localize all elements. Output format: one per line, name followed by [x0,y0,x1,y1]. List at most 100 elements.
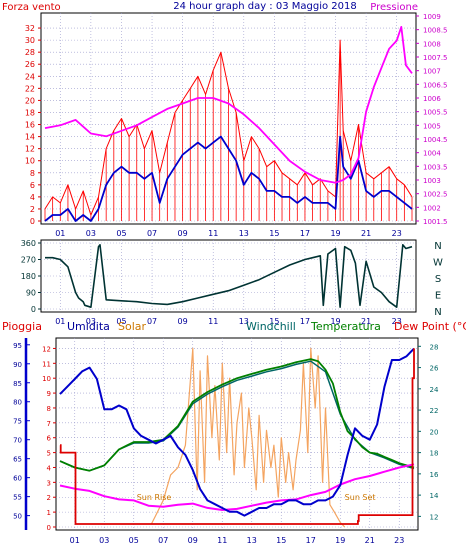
p3-temp-ticklabel-26: 26 [430,365,439,373]
p2-xtick-15: 15 [269,317,279,326]
p1-right-ticklabel-1002.5: 1002.5 [423,191,448,199]
p3-hum-ticklabel-55: 55 [13,494,22,502]
p3-rain-ticklabel-10: 10 [42,375,51,383]
p2-xtick-13: 13 [239,317,249,326]
p3-rain-ticklabel-2: 2 [47,494,51,502]
panel-humidity-temperature: 0123456789101112505560657075808590951214… [13,337,439,545]
p3-hum-ticklabel-75: 75 [13,418,22,426]
p1-xtick-23: 23 [392,229,402,238]
p1-xtick-17: 17 [300,229,310,238]
p1-left-ticklabel-10: 10 [25,157,35,166]
p3-rain-ticklabel-1: 1 [47,509,51,517]
p3-hum-ticklabel-95: 95 [13,342,22,350]
p1-right-ticklabel-1008.5: 1008.5 [423,27,448,35]
p1-left-ticklabel-20: 20 [25,96,35,105]
p2-compass-4: N [434,307,441,318]
p2-xtick-01: 01 [55,317,65,326]
series-pressure [44,25,413,184]
p1-xtick-01: 01 [55,229,65,238]
p3-label-3: Windchill [246,320,296,333]
p3-rain-ticklabel-5: 5 [47,450,51,458]
p1-right-ticklabel-1005: 1005 [423,122,441,130]
p3-rain-ticklabel-11: 11 [42,360,51,368]
p1-left-ticklabel-26: 26 [25,60,35,69]
p3-hum-ticklabel-90: 90 [13,361,22,369]
p1-left-ticklabel-4: 4 [30,193,35,202]
p3-rain-ticklabel-9: 9 [47,390,51,398]
annotation-sunrise: Sun Rise [137,493,172,502]
p3-hum-ticklabel-70: 70 [13,437,22,445]
p2-left-ticklabel-180: 180 [21,272,36,281]
series-wind [44,39,413,216]
p1-right-ticklabel-1004.5: 1004.5 [423,136,448,144]
p2-left-ticklabel-0: 0 [31,305,36,314]
p3-rain-ticklabel-4: 4 [47,464,52,472]
p3-rain-ticklabel-7: 7 [47,420,51,428]
p1-left-ticklabel-2: 2 [30,205,35,214]
p3-hum-ticklabel-60: 60 [13,475,22,483]
p1-right-ticklabel-1004: 1004 [423,150,441,158]
p3-xtick-15: 15 [276,536,286,545]
p1-right-ticklabel-1007.5: 1007.5 [423,54,448,62]
series-temperature [59,358,415,472]
p1-xtick-05: 05 [116,229,126,238]
p1-xtick-09: 09 [178,229,188,238]
panel-bottom-labels: Pioggia Umidita Solar Windchill Temperatura D… [2,320,466,333]
annotation-sunset: Sun Set [345,493,376,502]
p3-label-4: Temperatura [310,320,381,333]
p3-xtick-03: 03 [99,536,109,545]
p1-left-ticklabel-18: 18 [25,108,35,117]
p1-xtick-21: 21 [361,229,371,238]
p3-temp-ticklabel-14: 14 [430,492,439,500]
p1-left-ticklabel-6: 6 [30,181,35,190]
p1-left-ticklabel-14: 14 [25,133,35,142]
p2-compass-3: E [435,291,441,302]
p1-right-ticklabel-1006: 1006 [423,95,441,103]
p1-left-ticklabel-24: 24 [25,72,35,81]
p3-rain-ticklabel-8: 8 [47,405,51,413]
series-direction [45,244,413,309]
series-humidity [59,347,415,517]
p3-label-1: Umidita [67,320,110,333]
p3-rain-ticklabel-6: 6 [47,435,52,443]
panel-wind-pressure: 024681012141618202224262830321001.510021… [25,12,448,238]
p2-xtick-05: 05 [116,317,126,326]
series-wind-avg [44,135,413,222]
p1-left-ticklabel-12: 12 [25,145,35,154]
p1-right-ticklabel-1002: 1002 [423,204,441,212]
p3-temp-ticklabel-24: 24 [430,386,439,394]
p3-label-2: Solar [118,320,147,333]
p3-xtick-21: 21 [365,536,375,545]
p3-xtick-05: 05 [129,536,139,545]
p1-xtick-11: 11 [208,229,218,238]
p1-left-ticklabel-32: 32 [25,24,35,33]
p1-xtick-03: 03 [86,229,96,238]
p3-xtick-23: 23 [394,536,404,545]
p3-rain-ticklabel-0: 0 [47,524,51,532]
p2-xtick-09: 09 [178,317,188,326]
p3-temp-ticklabel-22: 22 [430,407,439,415]
p2-left-ticklabel-360: 360 [21,239,36,248]
p2-xtick-03: 03 [86,317,96,326]
p3-temp-ticklabel-12: 12 [430,513,439,521]
wind-label: Forza vento [2,2,61,13]
series-dewpoint [59,463,415,511]
p2-xtick-17: 17 [300,317,310,326]
p1-left-ticklabel-16: 16 [25,121,35,130]
p3-xtick-07: 07 [158,536,168,545]
p1-xtick-19: 19 [330,229,340,238]
p3-label-0: Pioggia [2,320,42,333]
p1-right-ticklabel-1003.5: 1003.5 [423,163,448,171]
p2-xtick-07: 07 [147,317,157,326]
p1-left-ticklabel-28: 28 [25,48,35,57]
p2-compass-0: N [434,241,441,252]
p2-xtick-19: 19 [330,317,340,326]
p3-xtick-13: 13 [247,536,257,545]
p1-right-ticklabel-1008: 1008 [423,40,441,48]
p2-compass-1: W [433,258,443,269]
p1-right-ticklabel-1006.5: 1006.5 [423,81,448,89]
p3-xtick-19: 19 [335,536,345,545]
p3-xtick-09: 09 [188,536,198,545]
